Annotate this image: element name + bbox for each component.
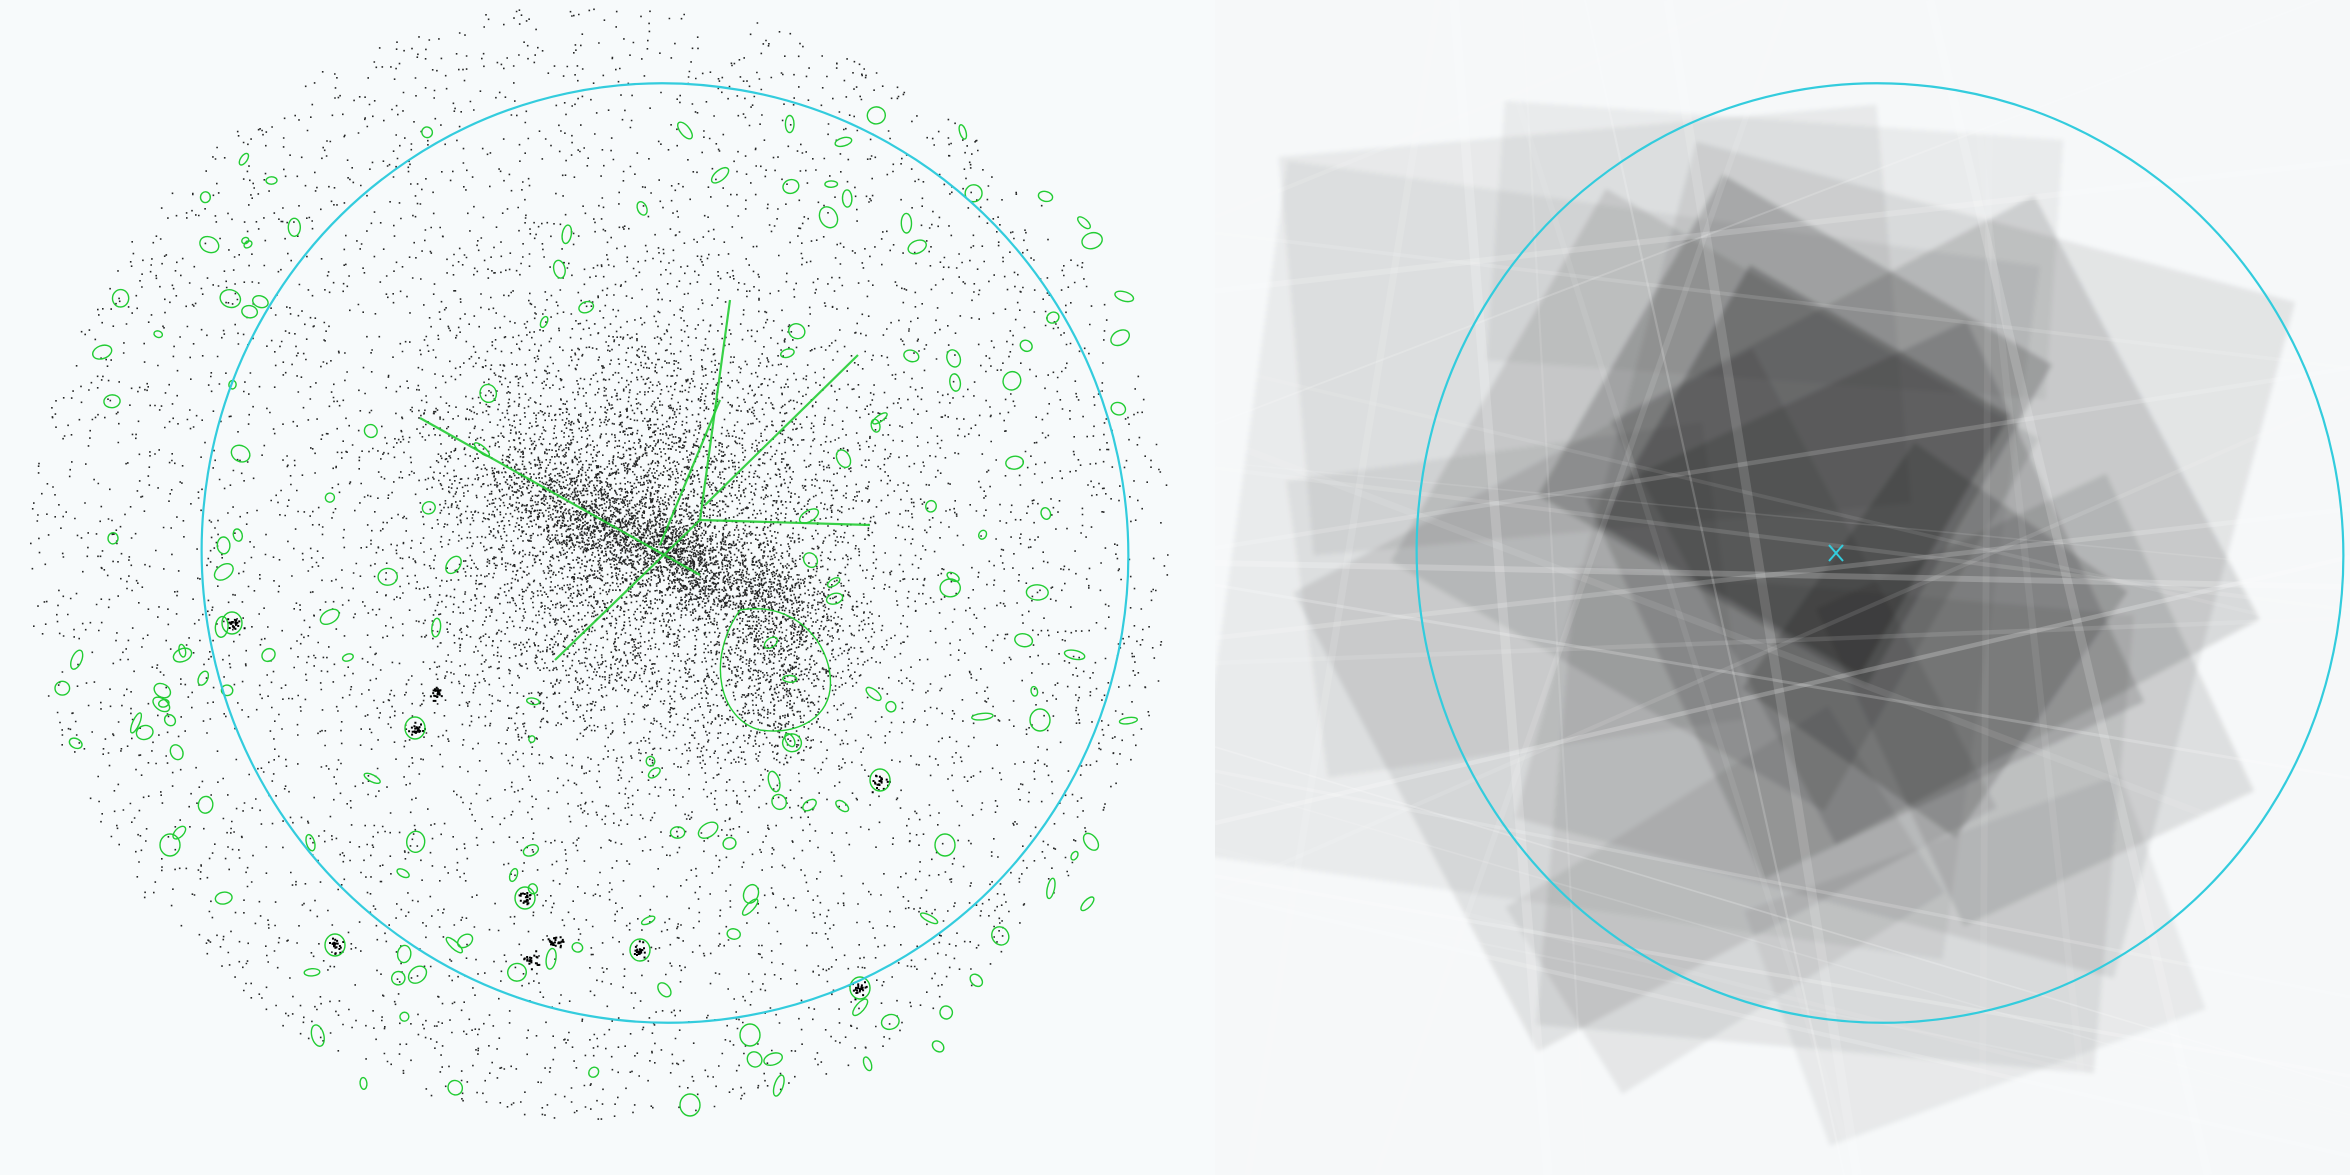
exposure-streaks xyxy=(1215,0,2350,1175)
source-contours xyxy=(54,106,1139,1117)
event-map-canvas xyxy=(30,8,1169,1120)
event-points xyxy=(30,8,1169,1120)
exposure-map-canvas xyxy=(1215,0,2350,1175)
extraction-region-ellipse xyxy=(200,82,1130,1024)
event-map-panel xyxy=(30,8,1169,1120)
center-x-marker xyxy=(1828,544,1844,562)
extraction-region-ellipse xyxy=(1415,82,2345,1024)
exposure-tiles xyxy=(1215,100,2296,1146)
readout-streaks xyxy=(419,299,871,661)
exposure-map-panel xyxy=(1215,0,2350,1175)
